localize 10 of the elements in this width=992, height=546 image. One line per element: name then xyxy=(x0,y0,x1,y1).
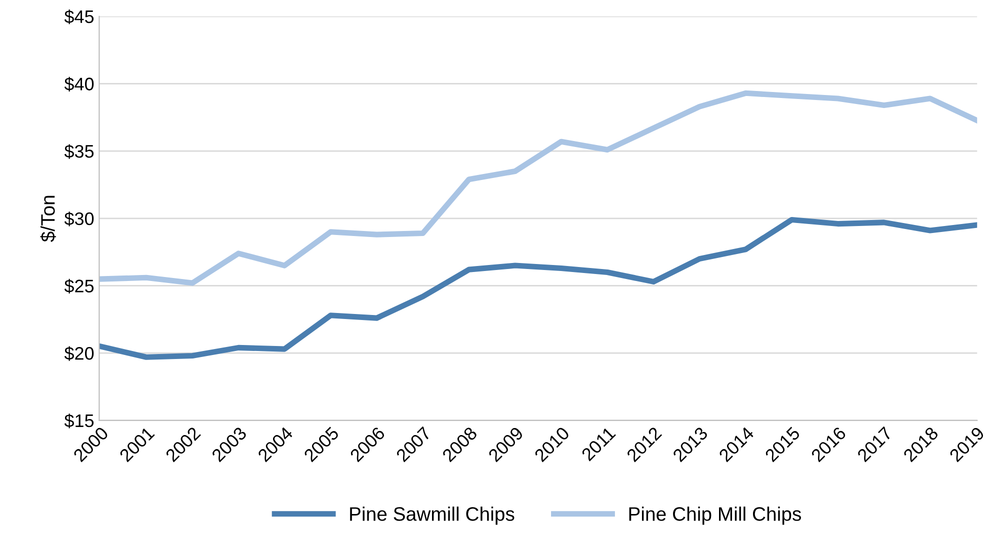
y-tick-label: $25 xyxy=(64,278,94,294)
y-tick-label: $15 xyxy=(64,414,94,428)
y-axis-title: $/Ton xyxy=(40,196,56,242)
legend-label: Pine Sawmill Chips xyxy=(350,506,514,525)
y-tick-label: $45 xyxy=(64,10,94,24)
y-tick-label: $40 xyxy=(64,76,94,92)
y-tick-label: $30 xyxy=(64,212,94,226)
legend-label: Pine Chip Mill Chips xyxy=(629,506,801,525)
y-tick-label: $35 xyxy=(64,144,94,159)
y-tick-label: $20 xyxy=(64,346,94,361)
